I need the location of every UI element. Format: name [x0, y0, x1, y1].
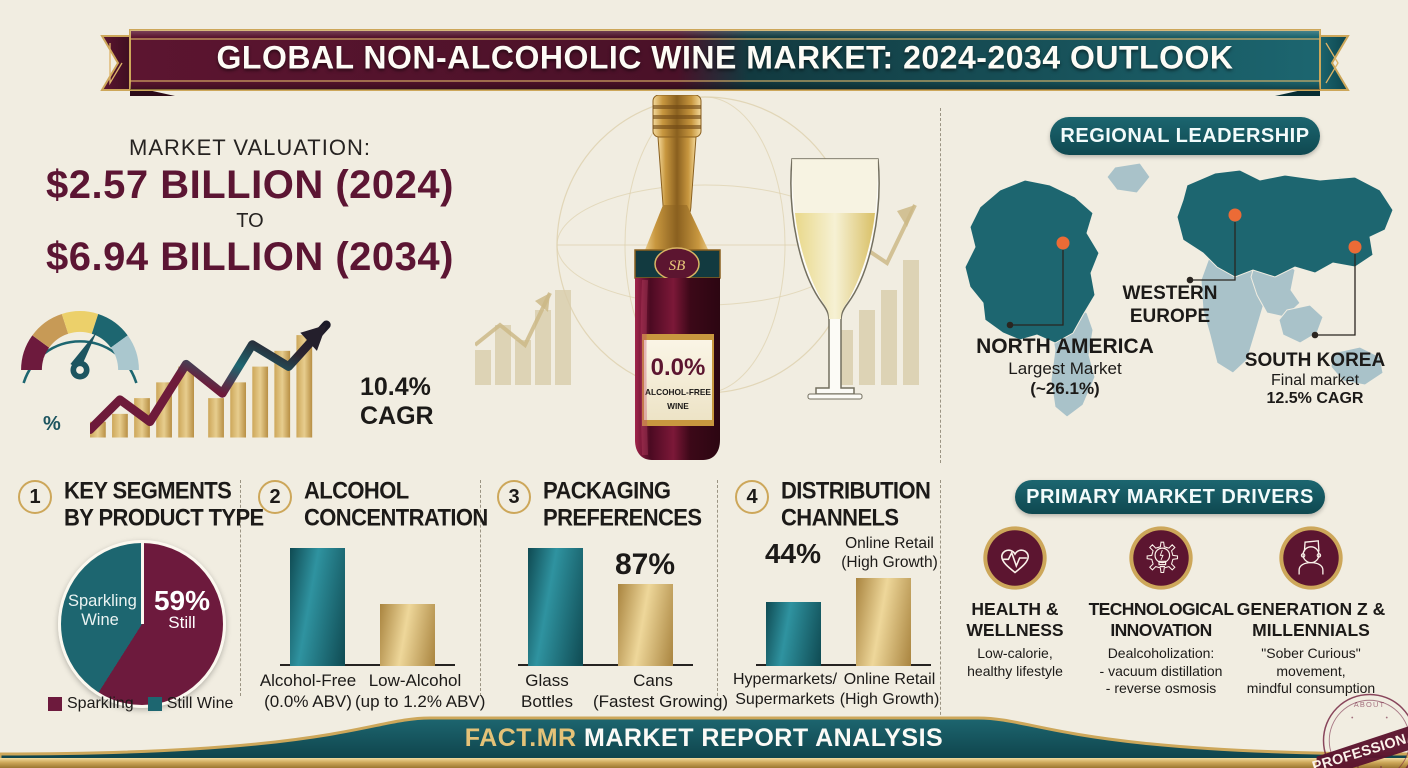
svg-text:SB: SB: [669, 258, 686, 274]
svg-text:WINE: WINE: [667, 401, 689, 411]
svg-text:0.0%: 0.0%: [651, 354, 706, 381]
svg-text:ALCOHOL-FREE: ALCOHOL-FREE: [645, 387, 711, 397]
svg-text:ABOUT: ABOUT: [1354, 700, 1385, 709]
